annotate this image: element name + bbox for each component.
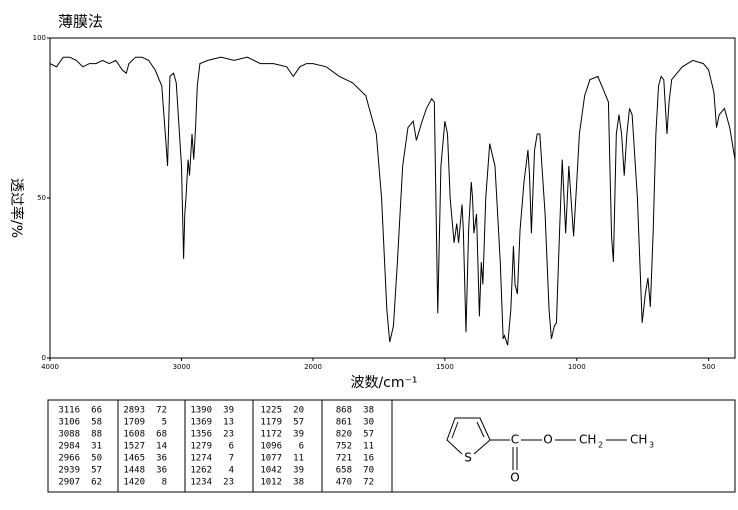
- peak-transmittance: 36: [156, 454, 167, 464]
- peak-transmittance: 38: [293, 478, 304, 488]
- x-tick-label: 3000: [173, 363, 191, 371]
- peak-transmittance: 39: [293, 466, 304, 476]
- peak-wavenumber: 2893: [123, 406, 145, 416]
- x-tick-label: 1000: [568, 363, 586, 371]
- subscript: 2: [598, 441, 603, 450]
- peak-wavenumber: 1369: [190, 418, 212, 428]
- peak-wavenumber: 3116: [58, 406, 80, 416]
- peak-transmittance: 72: [156, 406, 167, 416]
- bond: [476, 421, 485, 438]
- peak-transmittance: 38: [363, 406, 374, 416]
- y-tick-label: 100: [33, 34, 46, 42]
- peak-wavenumber: 1234: [190, 478, 212, 488]
- peak-transmittance: 88: [91, 430, 102, 440]
- peak-wavenumber: 868: [336, 406, 352, 416]
- plot-frame: [49, 37, 736, 359]
- peak-transmittance: 5: [162, 418, 167, 428]
- peak-transmittance: 50: [91, 454, 102, 464]
- peak-transmittance: 68: [156, 430, 167, 440]
- y-tick-label: 50: [37, 194, 46, 202]
- peak-wavenumber: 2907: [58, 478, 80, 488]
- peak-transmittance: 7: [229, 454, 234, 464]
- peak-wavenumber: 1262: [190, 466, 212, 476]
- peak-transmittance: 66: [91, 406, 102, 416]
- atom: O: [543, 433, 552, 447]
- x-tick-label: 500: [702, 363, 715, 371]
- peak-wavenumber: 1527: [123, 442, 145, 452]
- peak-wavenumber: 1420: [123, 478, 145, 488]
- bond: [473, 439, 491, 455]
- peak-wavenumber: 1356: [190, 430, 212, 440]
- peak-wavenumber: 658: [336, 466, 352, 476]
- peak-wavenumber: 861: [336, 418, 352, 428]
- peak-transmittance: 4: [229, 466, 234, 476]
- peak-transmittance: 8: [162, 478, 167, 488]
- spectrum-line: [49, 56, 736, 346]
- atom: CH: [630, 433, 647, 447]
- x-tick-label: 4000: [41, 363, 59, 371]
- peak-wavenumber: 721: [336, 454, 352, 464]
- peak-transmittance: 58: [91, 418, 102, 428]
- atom: S: [464, 451, 472, 465]
- peak-transmittance: 23: [223, 430, 234, 440]
- peak-transmittance: 20: [293, 406, 304, 416]
- peak-transmittance: 13: [223, 418, 234, 428]
- peak-wavenumber: 1172: [260, 430, 282, 440]
- peak-wavenumber: 1225: [260, 406, 282, 416]
- peak-transmittance: 30: [363, 418, 374, 428]
- peak-transmittance: 57: [363, 430, 374, 440]
- peak-wavenumber: 1096: [260, 442, 282, 452]
- peak-transmittance: 39: [223, 406, 234, 416]
- peak-transmittance: 6: [299, 442, 304, 452]
- peak-wavenumber: 1042: [260, 466, 282, 476]
- peak-transmittance: 6: [229, 442, 234, 452]
- peak-transmittance: 57: [293, 418, 304, 428]
- peak-wavenumber: 1179: [260, 418, 282, 428]
- peak-wavenumber: 1709: [123, 418, 145, 428]
- subscript: 3: [649, 441, 654, 450]
- peak-transmittance: 36: [156, 466, 167, 476]
- peak-transmittance: 70: [363, 466, 374, 476]
- x-tick-label: 1500: [436, 363, 454, 371]
- peak-transmittance: 72: [363, 478, 374, 488]
- peak-wavenumber: 1465: [123, 454, 145, 464]
- peak-wavenumber: 752: [336, 442, 352, 452]
- peak-transmittance: 62: [91, 478, 102, 488]
- peak-wavenumber: 3088: [58, 430, 80, 440]
- atom: CH: [579, 433, 596, 447]
- chart-title: 薄膜法: [58, 13, 103, 31]
- peak-wavenumber: 1012: [260, 478, 282, 488]
- bond: [446, 417, 491, 455]
- peak-transmittance: 16: [363, 454, 374, 464]
- peak-wavenumber: 2984: [58, 442, 80, 452]
- peak-transmittance: 11: [293, 454, 304, 464]
- peak-wavenumber: 2939: [58, 466, 80, 476]
- x-tick-label: 2000: [304, 363, 322, 371]
- peak-wavenumber: 1077: [260, 454, 282, 464]
- peak-wavenumber: 1274: [190, 454, 212, 464]
- peak-transmittance: 39: [293, 430, 304, 440]
- peak-wavenumber: 1279: [190, 442, 212, 452]
- peak-wavenumber: 2966: [58, 454, 80, 464]
- peak-wavenumber: 820: [336, 430, 352, 440]
- peak-wavenumber: 1448: [123, 466, 145, 476]
- atom: C: [511, 433, 519, 447]
- peak-transmittance: 23: [223, 478, 234, 488]
- peak-transmittance: 31: [91, 442, 102, 452]
- peak-wavenumber: 3106: [58, 418, 80, 428]
- bond: [451, 421, 459, 439]
- atom: O: [510, 471, 519, 485]
- structure: S C O O CH 2 CH 3: [446, 417, 654, 485]
- y-tick-label: 0: [42, 354, 46, 362]
- peak-wavenumber: 1608: [123, 430, 145, 440]
- x-axis-label: 波数/cm⁻¹: [350, 375, 417, 391]
- y-axis-label: 透过率/%: [8, 178, 25, 238]
- peak-wavenumber: 470: [336, 478, 352, 488]
- peak-transmittance: 11: [363, 442, 374, 452]
- peak-wavenumber: 1390: [190, 406, 212, 416]
- peak-transmittance: 57: [91, 466, 102, 476]
- peak-transmittance: 14: [156, 442, 167, 452]
